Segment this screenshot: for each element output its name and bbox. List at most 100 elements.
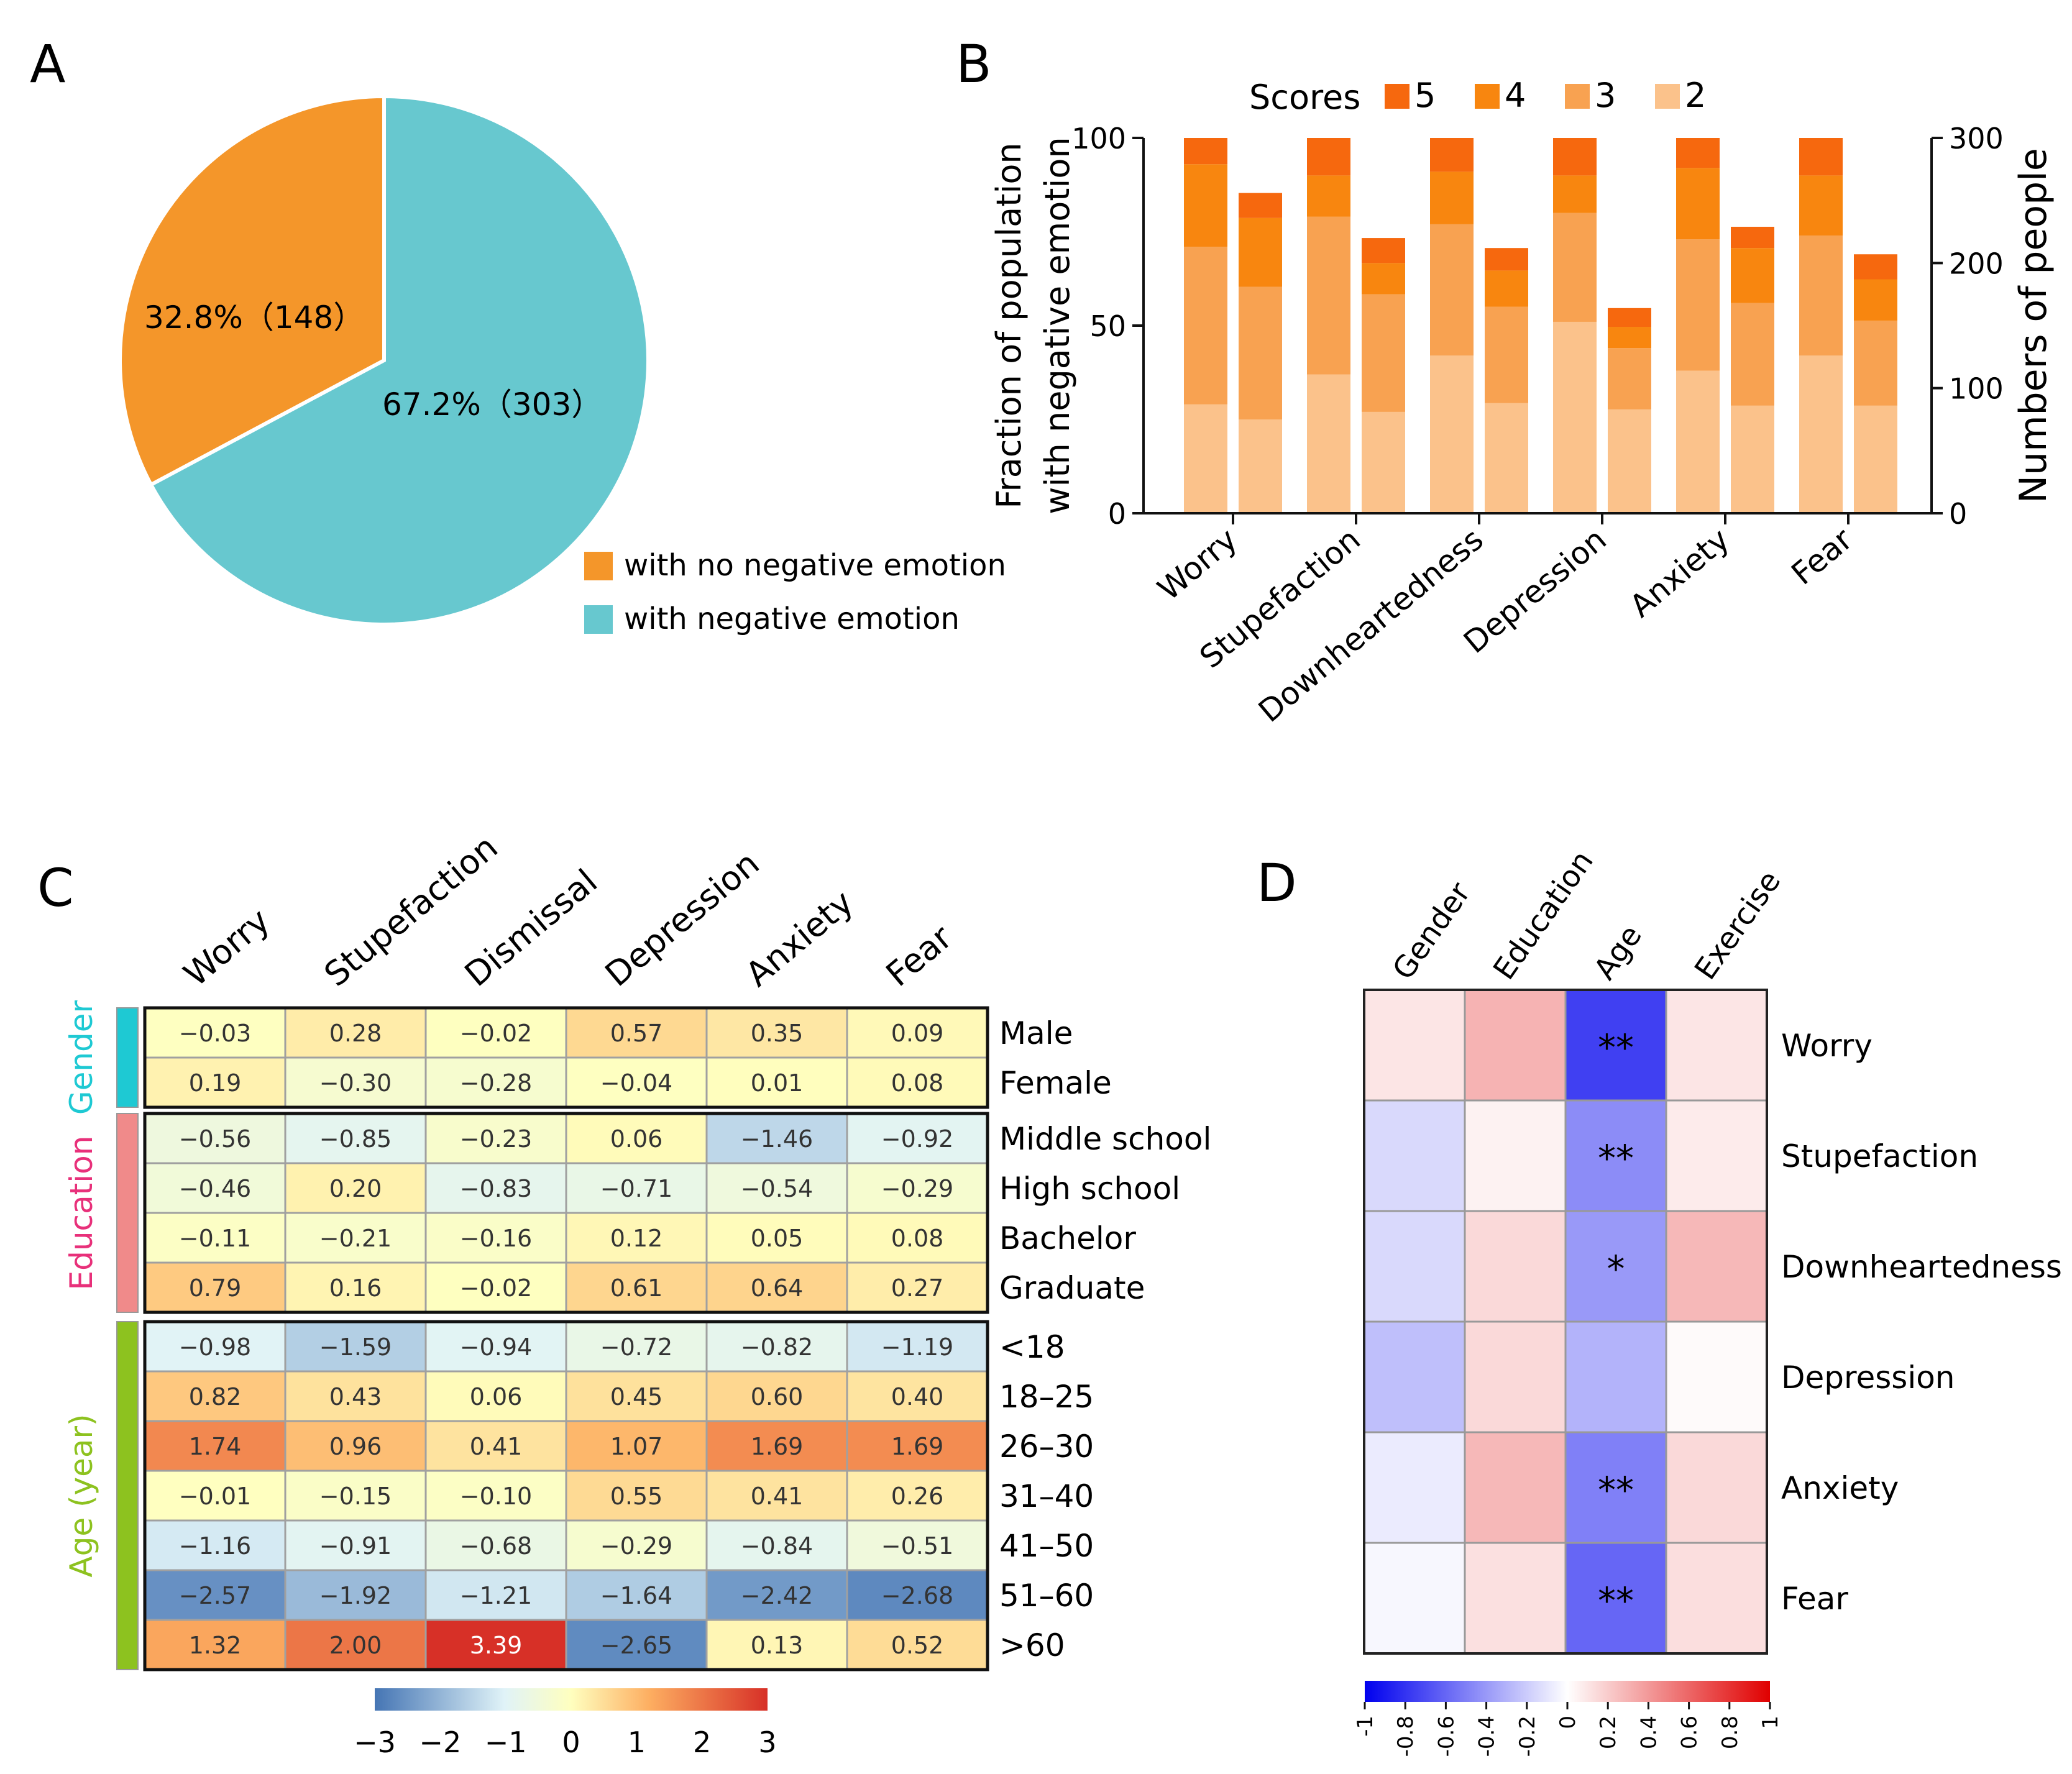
heatmap-cell: [424, 1470, 567, 1522]
cell-value: 0.05: [751, 1225, 804, 1252]
heatmap-cell: [284, 1519, 427, 1571]
legend-label-no-negative: with no negative emotion: [624, 548, 1006, 583]
row-label-fear: Fear: [1781, 1581, 1848, 1617]
colorbar-tick-label: 1: [1758, 1716, 1783, 1729]
row-label-middle-school: Middle school: [999, 1121, 1211, 1157]
row-label-worry: Worry: [1781, 1028, 1873, 1064]
column-header-worry: Worry: [176, 901, 277, 994]
y-axis-title-line2: with negative emotion: [1038, 137, 1077, 514]
bar-fraction-anxiety-score-3: [1676, 239, 1720, 371]
cell-value: −1.92: [319, 1582, 392, 1609]
bar-fraction-worry-score-3: [1184, 247, 1227, 405]
cell-value: 0.27: [891, 1274, 944, 1302]
bar-count-anxiety-score-3: [1731, 303, 1774, 406]
column-header-anxiety: Anxiety: [738, 882, 861, 994]
cell-value: 0.35: [751, 1020, 804, 1047]
cell-value: 0.12: [610, 1225, 663, 1252]
cell-value: −0.85: [319, 1125, 392, 1153]
cell-value: −0.46: [179, 1175, 251, 1202]
heatmap-cell: [705, 1007, 848, 1059]
pie-label-negative: 67.2%（303）: [382, 386, 602, 423]
heatmap-cell: [144, 1619, 287, 1671]
heatmap-cell: [846, 1007, 989, 1059]
x-tick-label-anxiety: Anxiety: [1623, 521, 1736, 624]
cell-value: 0.41: [470, 1433, 523, 1460]
colorbar-tick-label: -1: [1353, 1716, 1378, 1737]
bar-fraction-fear-score-4: [1799, 175, 1843, 236]
heatmap-cell: [846, 1519, 989, 1571]
row-label-high-school: High school: [999, 1171, 1180, 1207]
pie-chart: 32.8%（148） 67.2%（303） with no negative emo…: [118, 94, 1006, 636]
legend-swatch-score-4: [1475, 84, 1500, 109]
bar-fraction-downheartedness-score-4: [1430, 171, 1474, 224]
heatmap-cell: [1464, 1431, 1567, 1544]
panel-label-c: C: [37, 857, 74, 918]
cell-value: 0.13: [751, 1632, 804, 1659]
bar-count-anxiety-score-2: [1731, 405, 1774, 513]
heatmap-cell: [1564, 1210, 1667, 1323]
stacked-bar-chart: WorryStupefactionDownheartednessDepressi…: [989, 76, 2055, 729]
y-tick-label-left: 0: [1108, 497, 1126, 531]
bar-count-fear-score-3: [1854, 320, 1897, 406]
colorbar-tick-label: 0.2: [1596, 1716, 1621, 1749]
colorbar-tick-label: 0.4: [1636, 1716, 1661, 1749]
heatmap-cell: [705, 1320, 848, 1373]
cell-value: −0.10: [460, 1483, 532, 1510]
heatmap-cell: [1464, 1320, 1567, 1433]
heatmap-cell: [284, 1162, 427, 1214]
bar-fraction-fear-score-2: [1799, 355, 1843, 513]
cell-value: −0.91: [319, 1532, 392, 1560]
cell-value: 0.19: [189, 1069, 242, 1097]
pie-slice-no-negative: [118, 94, 386, 488]
cell-value: −2.65: [600, 1632, 672, 1659]
cell-value: −0.98: [179, 1333, 251, 1361]
colorbar-tick-label: 0: [562, 1726, 580, 1759]
legend-label-score-5: 5: [1414, 76, 1436, 115]
group-border-age-year-: [143, 1320, 989, 1671]
cell-value: −0.30: [319, 1069, 392, 1097]
bar-fraction-downheartedness-score-5: [1430, 138, 1474, 172]
heatmap-cell: [565, 1162, 708, 1214]
x-tick-label-worry: Worry: [1151, 521, 1244, 608]
cell-value: −0.15: [319, 1483, 392, 1510]
heatmap-cell: [1363, 1099, 1466, 1212]
heatmap-cell: [705, 1212, 848, 1264]
heatmap-cell: [1363, 989, 1466, 1102]
pie-label-no-negative: 32.8%（148）: [144, 299, 364, 336]
bar-count-fear-score-4: [1854, 279, 1897, 321]
cell-value: 1.32: [189, 1632, 242, 1659]
y-tick-label-left: 100: [1071, 122, 1126, 155]
cell-value: −0.02: [460, 1274, 532, 1302]
y-tick-label-right: 300: [1949, 122, 2004, 155]
colorbar-tick-label: -0.4: [1475, 1716, 1500, 1757]
legend-swatch-no-negative: [584, 552, 613, 580]
cell-value: −2.68: [881, 1582, 953, 1609]
heatmap-cell: [565, 1420, 708, 1472]
cell-value: −0.16: [460, 1225, 532, 1252]
heatmap-cell: [705, 1162, 848, 1214]
cell-value: 0.08: [891, 1225, 944, 1252]
cell-value: 0.82: [189, 1383, 242, 1411]
group-label-age-year-: Age (year): [63, 1414, 99, 1577]
colorbar-tick-label: -0.6: [1434, 1716, 1459, 1757]
bar-count-depression-score-3: [1608, 348, 1651, 409]
bar-count-downheartedness-score-5: [1485, 248, 1528, 271]
heatmap-cell: [424, 1619, 567, 1671]
bar-count-depression-score-4: [1608, 327, 1651, 349]
cell-value: 2.00: [329, 1632, 382, 1659]
row-label-graduate: Graduate: [999, 1270, 1145, 1306]
legend-label-score-4: 4: [1505, 76, 1526, 115]
cell-value: −1.46: [741, 1125, 813, 1153]
column-header-depression: Depression: [598, 844, 767, 994]
colorbar-tick-label: 3: [758, 1726, 776, 1759]
bar-fraction-worry-score-5: [1184, 138, 1227, 165]
cell-value: 0.40: [891, 1383, 944, 1411]
y2-axis-title: Numbers of people: [2012, 148, 2055, 503]
bar-count-depression-score-2: [1608, 409, 1651, 513]
cell-value: −0.54: [741, 1175, 813, 1202]
bar-count-worry-score-5: [1239, 193, 1282, 218]
heatmap-cell: [1464, 989, 1567, 1102]
y-tick-label-right: 200: [1949, 247, 2004, 280]
cell-value: 0.01: [751, 1069, 804, 1097]
